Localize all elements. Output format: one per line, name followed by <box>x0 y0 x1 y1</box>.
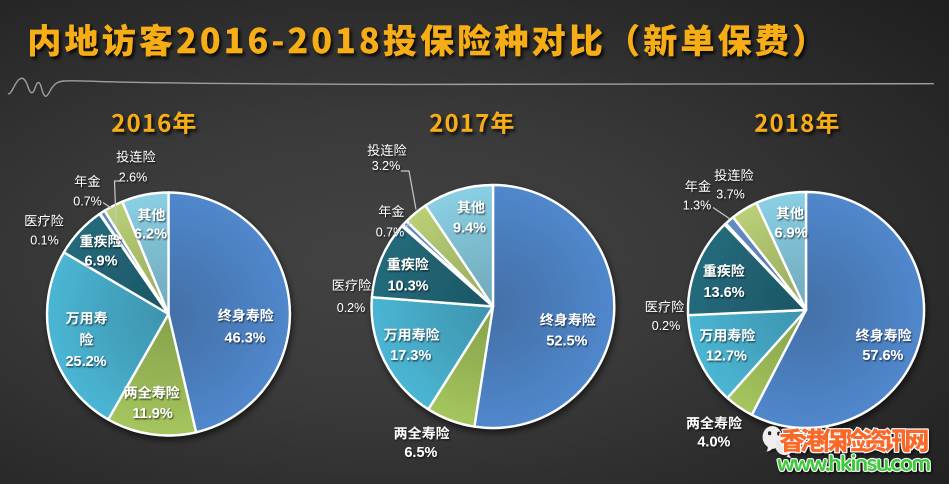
svg-text:52.5%: 52.5% <box>546 333 587 349</box>
svg-text:13.6%: 13.6% <box>703 285 744 301</box>
svg-text:12.7%: 12.7% <box>706 348 747 364</box>
svg-text:57.6%: 57.6% <box>862 348 903 364</box>
svg-text:1.3%: 1.3% <box>683 199 712 213</box>
svg-text:0.1%: 0.1% <box>30 234 59 248</box>
svg-text:0.2%: 0.2% <box>652 319 681 333</box>
svg-text:3.7%: 3.7% <box>716 188 745 202</box>
svg-text:11.9%: 11.9% <box>132 406 172 422</box>
svg-text:17.3%: 17.3% <box>390 348 431 364</box>
svg-text:6.2%: 6.2% <box>134 226 167 242</box>
svg-text:6.9%: 6.9% <box>84 254 117 270</box>
svg-text:25.2%: 25.2% <box>65 354 106 370</box>
svg-text:9.4%: 9.4% <box>453 220 486 236</box>
svg-text:6.5%: 6.5% <box>404 445 437 461</box>
svg-text:4.0%: 4.0% <box>697 435 730 451</box>
svg-text:3.2%: 3.2% <box>372 159 401 173</box>
svg-text:0.7%: 0.7% <box>73 195 102 209</box>
svg-text:10.3%: 10.3% <box>387 278 428 294</box>
svg-text:2.6%: 2.6% <box>119 171 148 185</box>
svg-text:6.9%: 6.9% <box>774 225 807 241</box>
svg-text:0.7%: 0.7% <box>376 226 405 240</box>
svg-text:0.2%: 0.2% <box>337 301 366 315</box>
svg-text:46.3%: 46.3% <box>225 331 266 347</box>
